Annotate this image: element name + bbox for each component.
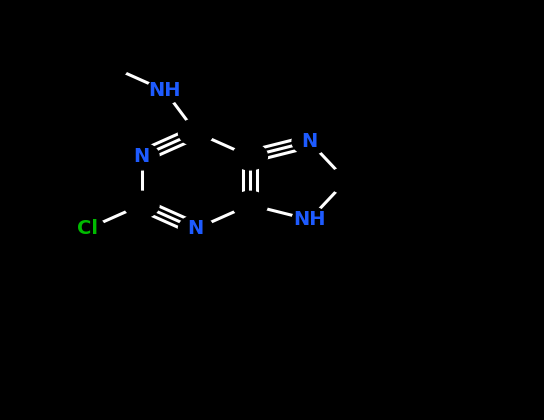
Circle shape: [178, 119, 213, 146]
Text: N: N: [133, 147, 150, 166]
Circle shape: [292, 206, 327, 233]
Text: NH: NH: [293, 210, 326, 229]
Circle shape: [70, 215, 105, 242]
Circle shape: [233, 192, 268, 218]
Circle shape: [233, 143, 268, 170]
Circle shape: [329, 167, 364, 194]
Circle shape: [124, 192, 159, 218]
Circle shape: [178, 215, 213, 242]
Circle shape: [292, 128, 327, 155]
Text: Cl: Cl: [77, 219, 98, 239]
Text: NH: NH: [149, 81, 181, 100]
Circle shape: [147, 77, 182, 104]
Circle shape: [124, 143, 159, 170]
Text: N: N: [301, 132, 318, 151]
Text: N: N: [188, 219, 204, 239]
Circle shape: [93, 53, 128, 80]
